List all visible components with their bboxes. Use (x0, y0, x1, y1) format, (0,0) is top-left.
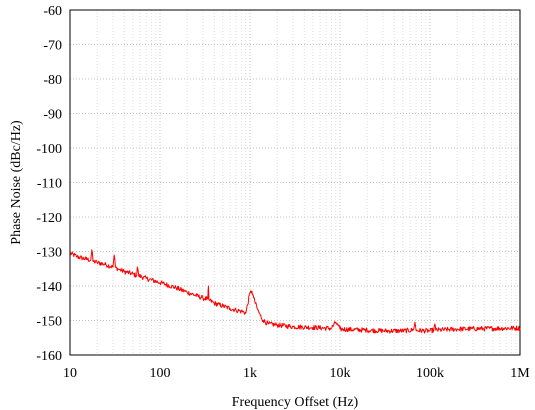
x-tick-label: 10 (63, 366, 77, 381)
y-axis-tick-labels: -60 -70 -80 -90 -100 -110 -120 -130 -140 -150 -160 (36, 4, 62, 364)
y-tick-label: -70 (43, 39, 62, 54)
y-tick-label: -120 (36, 211, 62, 226)
x-axis-label: Frequency Offset (Hz) (232, 395, 359, 410)
y-tick-label: -90 (43, 108, 62, 123)
y-tick-label: -80 (43, 73, 62, 88)
y-tick-label: -130 (36, 246, 62, 261)
y-tick-label: -160 (36, 349, 62, 364)
x-tick-label: 100 (150, 366, 171, 381)
y-tick-label: -150 (36, 315, 62, 330)
x-tick-label: 10k (330, 366, 351, 381)
series-layer (69, 249, 521, 334)
y-tick-label: -100 (36, 142, 62, 157)
major-grid (69, 9, 521, 356)
y-tick-label: -140 (36, 280, 62, 295)
minor-grid (96, 10, 517, 355)
phase-noise-series-line (69, 249, 521, 334)
x-tick-label: 100k (416, 366, 444, 381)
plot-frame (69, 9, 521, 356)
x-tick-label: 1k (243, 366, 257, 381)
y-tick-label: -110 (37, 177, 62, 192)
x-tick-label: 1M (510, 366, 530, 381)
x-axis-tick-labels: 10 100 1k 10k 100k 1M (63, 366, 530, 381)
y-tick-label: -60 (43, 4, 62, 19)
y-axis-label: Phase Noise (dBc/Hz) (9, 120, 24, 245)
